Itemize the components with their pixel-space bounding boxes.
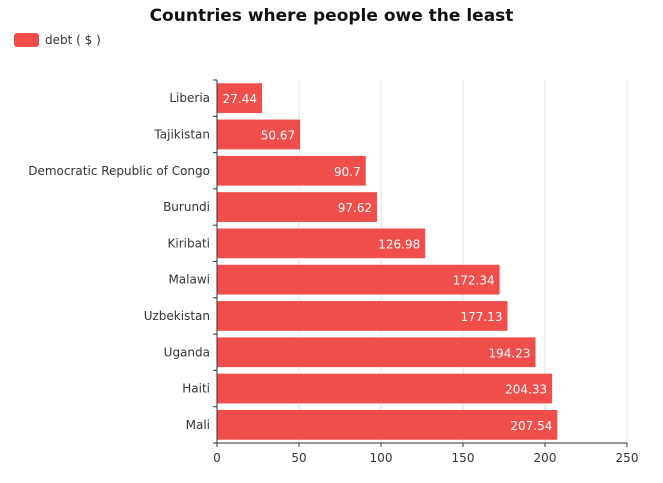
legend-label[interactable]: debt ( $ ) (45, 33, 101, 47)
x-tick-label: 0 (213, 451, 221, 465)
bar[interactable] (217, 409, 558, 440)
bar[interactable] (217, 119, 301, 150)
x-tick-label: 250 (616, 451, 639, 465)
y-tick-label: Mali (186, 418, 210, 432)
y-tick-label: Haiti (182, 382, 210, 396)
data-label: 50.67 (261, 128, 295, 142)
bar[interactable] (217, 373, 553, 404)
legend[interactable]: debt ( $ ) (14, 33, 101, 47)
data-label: 97.62 (338, 201, 372, 215)
y-tick-label: Uzbekistan (144, 309, 210, 323)
y-tick-label: Kiribati (168, 236, 210, 250)
y-tick-label: Tajikistan (153, 127, 210, 141)
bar[interactable] (217, 155, 366, 186)
data-label: 126.98 (378, 237, 420, 251)
data-label: 194.23 (489, 346, 531, 360)
x-tick-label: 100 (370, 451, 393, 465)
data-label: 204.33 (505, 383, 547, 397)
y-tick-label: Democratic Republic of Congo (28, 164, 210, 178)
data-label: 172.34 (453, 274, 495, 288)
bar[interactable] (217, 228, 426, 259)
data-label: 27.44 (223, 92, 257, 106)
bar[interactable] (217, 83, 263, 114)
legend-swatch[interactable] (14, 33, 39, 47)
x-tick-label: 200 (534, 451, 557, 465)
y-tick-label: Liberia (169, 91, 210, 105)
y-tick-label: Burundi (163, 200, 210, 214)
bar[interactable] (217, 301, 508, 331)
bar[interactable] (217, 337, 536, 368)
data-label: 90.7 (334, 165, 361, 179)
bar[interactable] (217, 264, 500, 295)
chart-title: Countries where people owe the least (149, 6, 514, 26)
data-label: 207.54 (510, 419, 552, 433)
x-tick-label: 50 (291, 451, 306, 465)
x-tick-label: 150 (452, 451, 475, 465)
bar[interactable] (217, 192, 378, 222)
data-label: 177.13 (460, 310, 502, 324)
y-tick-label: Malawi (168, 273, 210, 287)
y-tick-label: Uganda (164, 345, 210, 359)
